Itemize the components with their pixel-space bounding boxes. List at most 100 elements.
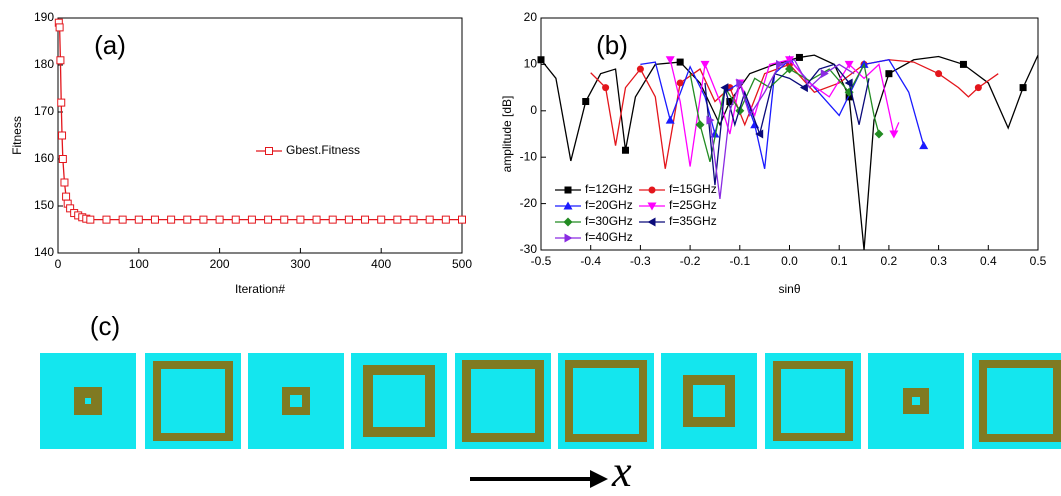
cell-hole bbox=[912, 397, 920, 405]
x-tick-label: -0.4 bbox=[580, 254, 601, 268]
marker bbox=[215, 215, 224, 224]
series-line bbox=[590, 59, 999, 169]
marker bbox=[845, 93, 853, 101]
marker bbox=[974, 84, 982, 92]
marker bbox=[726, 98, 734, 106]
y-tick-label: 10 bbox=[524, 57, 538, 71]
y-tick-label: -10 bbox=[520, 149, 538, 163]
legend-label: f=25GHz bbox=[669, 198, 717, 212]
cell-hole bbox=[693, 385, 725, 417]
marker bbox=[86, 215, 95, 224]
cell-hole bbox=[290, 395, 302, 407]
marker bbox=[935, 70, 943, 78]
marker bbox=[60, 178, 69, 187]
legend-marker bbox=[265, 147, 273, 155]
marker bbox=[56, 56, 65, 65]
legend-marker bbox=[563, 201, 573, 210]
x-tick-label: 0.0 bbox=[781, 254, 798, 268]
cell-hole bbox=[573, 368, 639, 434]
marker bbox=[785, 56, 794, 65]
series-line bbox=[640, 58, 925, 169]
marker bbox=[328, 215, 337, 224]
legend-label: f=30GHz bbox=[585, 214, 633, 228]
marker bbox=[102, 215, 111, 224]
legend-label: f=20GHz bbox=[585, 198, 633, 212]
arrow-head bbox=[590, 470, 608, 488]
marker bbox=[735, 106, 745, 116]
series-line bbox=[669, 59, 900, 167]
legend-marker bbox=[564, 233, 573, 243]
x-tick-label: 300 bbox=[290, 257, 310, 271]
cell-hole bbox=[161, 369, 225, 433]
y-tick-label: 0 bbox=[530, 103, 537, 117]
legend-marker bbox=[563, 217, 573, 227]
marker bbox=[55, 23, 64, 32]
marker bbox=[1019, 84, 1027, 92]
series-line bbox=[541, 54, 1038, 251]
axis-label: x bbox=[611, 447, 632, 496]
x-tick-label: -0.5 bbox=[531, 254, 552, 268]
marker bbox=[537, 56, 545, 64]
x-tick-label: -0.2 bbox=[680, 254, 701, 268]
y-tick-label: -30 bbox=[520, 242, 538, 256]
y-tick-label: 170 bbox=[34, 104, 54, 118]
x-tick-label: 0.1 bbox=[831, 254, 848, 268]
marker bbox=[874, 129, 884, 139]
marker bbox=[231, 215, 240, 224]
marker bbox=[799, 83, 808, 93]
legend-marker bbox=[564, 186, 572, 194]
marker bbox=[885, 70, 893, 78]
legend-label: Gbest.Fitness bbox=[286, 143, 360, 157]
marker bbox=[820, 69, 829, 79]
marker bbox=[409, 215, 418, 224]
x-tick-label: -0.3 bbox=[630, 254, 651, 268]
marker bbox=[720, 83, 729, 93]
marker bbox=[167, 215, 176, 224]
x-tick-label: 0 bbox=[55, 257, 62, 271]
marker bbox=[199, 215, 208, 224]
cell-hole bbox=[987, 368, 1053, 434]
y-tick-label: -20 bbox=[520, 196, 538, 210]
marker bbox=[706, 115, 715, 125]
marker bbox=[602, 84, 610, 92]
marker bbox=[889, 130, 899, 139]
x-tick-label: 500 bbox=[452, 257, 472, 271]
x-axis-label: Iteration# bbox=[235, 282, 285, 296]
legend-marker bbox=[648, 186, 656, 194]
cell-hole bbox=[781, 369, 845, 433]
panel-label: (c) bbox=[90, 311, 120, 341]
marker bbox=[280, 215, 289, 224]
series-line bbox=[704, 63, 870, 186]
x-axis-label: sinθ bbox=[778, 282, 800, 296]
marker bbox=[377, 215, 386, 224]
y-tick-label: 160 bbox=[34, 151, 54, 165]
marker bbox=[582, 98, 590, 106]
marker bbox=[183, 215, 192, 224]
y-tick-label: 20 bbox=[524, 10, 538, 24]
marker bbox=[264, 215, 273, 224]
marker bbox=[344, 215, 353, 224]
marker bbox=[755, 129, 764, 139]
legend-marker bbox=[647, 202, 657, 211]
y-tick-label: 150 bbox=[34, 198, 54, 212]
marker bbox=[776, 59, 785, 69]
marker bbox=[118, 215, 127, 224]
marker bbox=[736, 78, 745, 88]
marker bbox=[710, 129, 720, 138]
legend-label: f=15GHz bbox=[669, 182, 717, 196]
marker bbox=[62, 192, 71, 201]
marker bbox=[458, 215, 466, 224]
marker bbox=[785, 64, 794, 74]
cell-hole bbox=[471, 369, 535, 433]
x-tick-label: 0.5 bbox=[1030, 254, 1047, 268]
y-tick-label: 180 bbox=[34, 57, 54, 71]
marker bbox=[58, 155, 67, 163]
x-tick-label: 100 bbox=[129, 257, 149, 271]
panel-label: (b) bbox=[596, 30, 628, 60]
y-axis-label: amplitude [dB] bbox=[500, 96, 514, 173]
marker bbox=[150, 215, 159, 224]
marker bbox=[425, 215, 434, 224]
marker bbox=[636, 65, 644, 73]
unit-cells bbox=[40, 353, 1061, 449]
